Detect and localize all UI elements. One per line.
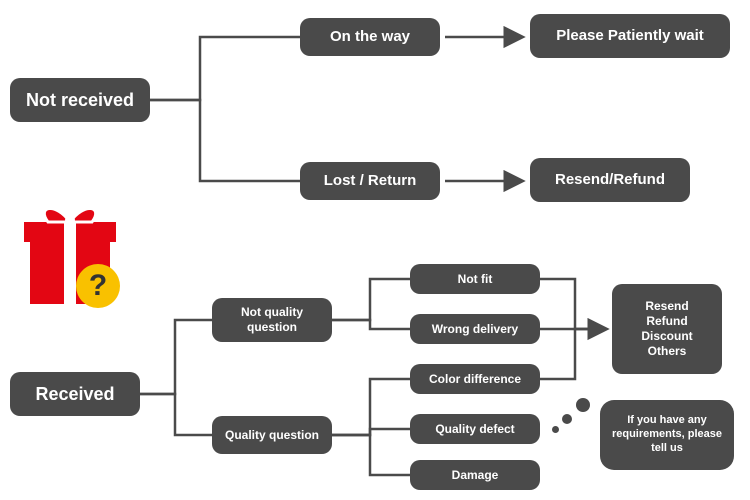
node-label: On the way bbox=[330, 28, 410, 47]
node-color-difference: Color difference bbox=[410, 364, 540, 394]
node-label: Please Patiently wait bbox=[556, 27, 704, 46]
node-label: Damage bbox=[452, 468, 499, 483]
node-lost-return: Lost / Return bbox=[300, 162, 440, 200]
thought-dot bbox=[552, 426, 559, 433]
node-label: Wrong delivery bbox=[432, 322, 518, 337]
node-label: Not quality question bbox=[220, 305, 324, 335]
edge-notreceived-ontheway bbox=[150, 37, 300, 100]
node-label: Lost / Return bbox=[324, 172, 417, 191]
edge-quality-damage bbox=[332, 435, 410, 475]
node-tell-us: If you have any requirements, please tel… bbox=[600, 400, 734, 470]
node-label: Color difference bbox=[429, 372, 521, 387]
edge-quality-defect bbox=[332, 429, 410, 435]
edge-notquality-wrong bbox=[332, 320, 410, 329]
node-not-received: Not received bbox=[10, 78, 150, 122]
node-on-the-way: On the way bbox=[300, 18, 440, 56]
thought-dot bbox=[562, 414, 572, 424]
node-label: Not received bbox=[26, 89, 134, 112]
svg-text:?: ? bbox=[89, 269, 107, 302]
node-quality-question: Quality question bbox=[212, 416, 332, 454]
edge-quality-color bbox=[332, 379, 410, 435]
node-received: Received bbox=[10, 372, 140, 416]
gift-question-icon: ? bbox=[18, 194, 128, 314]
node-label: If you have any requirements, please tel… bbox=[608, 414, 726, 455]
edge-notreceived-lost bbox=[150, 100, 300, 181]
node-label: Received bbox=[35, 383, 114, 406]
node-label: Quality defect bbox=[435, 422, 514, 437]
node-outcome: Resend Refund Discount Others bbox=[612, 284, 722, 374]
node-label: Quality question bbox=[225, 428, 319, 443]
node-damage: Damage bbox=[410, 460, 540, 490]
edge-received-quality bbox=[140, 394, 212, 435]
node-label: Resend Refund Discount Others bbox=[641, 299, 692, 359]
edge-notquality-notfit bbox=[332, 279, 410, 320]
edge-color-outcome bbox=[540, 329, 606, 379]
node-not-fit: Not fit bbox=[410, 264, 540, 294]
node-label: Resend/Refund bbox=[555, 171, 665, 190]
node-not-quality-question: Not quality question bbox=[212, 298, 332, 342]
node-label: Not fit bbox=[458, 272, 493, 287]
node-quality-defect: Quality defect bbox=[410, 414, 540, 444]
edge-received-notquality bbox=[140, 320, 212, 394]
node-wrong-delivery: Wrong delivery bbox=[410, 314, 540, 344]
edge-notfit-outcome bbox=[540, 279, 606, 329]
thought-dot bbox=[576, 398, 590, 412]
node-resend-refund: Resend/Refund bbox=[530, 158, 690, 202]
node-patiently-wait: Please Patiently wait bbox=[530, 14, 730, 58]
